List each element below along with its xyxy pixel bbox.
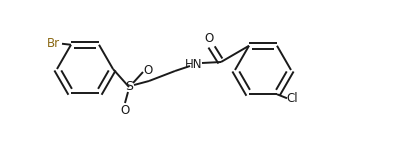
- Text: HN: HN: [185, 58, 203, 71]
- Text: Br: Br: [47, 37, 60, 50]
- Text: S: S: [125, 80, 133, 93]
- Text: O: O: [143, 64, 153, 77]
- Text: O: O: [205, 32, 213, 45]
- Text: Cl: Cl: [286, 92, 298, 105]
- Text: O: O: [120, 103, 130, 117]
